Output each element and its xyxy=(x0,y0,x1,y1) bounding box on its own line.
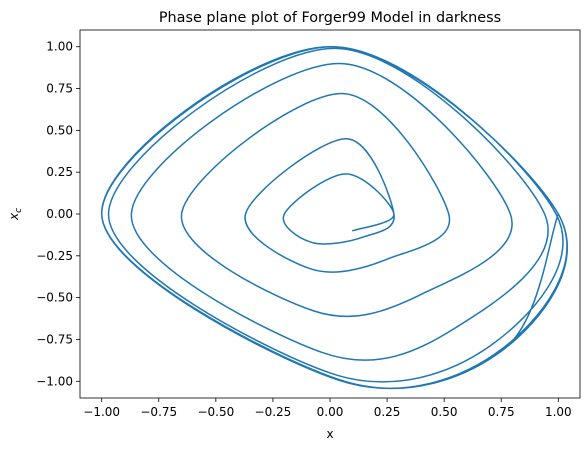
y-tick-label: 0.25 xyxy=(46,165,73,179)
y-tick-label: 0.75 xyxy=(46,82,73,96)
y-tick-label: 0.50 xyxy=(46,123,73,137)
axes-frame xyxy=(79,29,581,399)
x-tick-label: −0.25 xyxy=(255,405,292,419)
y-axis-label: xc xyxy=(7,208,24,221)
y-tick-label: −0.50 xyxy=(36,291,73,305)
x-tick-label: 0.00 xyxy=(317,405,344,419)
chart-title: Phase plane plot of Forger99 Model in da… xyxy=(159,10,501,26)
x-tick-label: 1.00 xyxy=(545,405,572,419)
x-tick-label: −0.50 xyxy=(197,405,234,419)
y-tick-label: 0.00 xyxy=(46,207,73,221)
phase-trajectory-line xyxy=(100,45,569,390)
x-axis-ticks: −1.00 −0.75 −0.50 −0.25 0.00 0.25 0.50 0.75 1.00 xyxy=(83,398,572,419)
y-tick-label: −0.25 xyxy=(36,249,73,263)
x-axis-label: x xyxy=(326,427,333,441)
x-tick-label: −1.00 xyxy=(83,405,120,419)
x-tick-label: 0.75 xyxy=(488,405,515,419)
y-tick-label: −1.00 xyxy=(36,374,73,388)
y-tick-label: −0.75 xyxy=(36,332,73,346)
plot-area xyxy=(100,45,569,390)
y-axis-ticks: 1.00 0.75 0.50 0.25 0.00 −0.25 −0.50 −0.75 −1.00 xyxy=(36,40,80,388)
x-tick-label: 0.25 xyxy=(374,405,401,419)
x-tick-label: 0.50 xyxy=(431,405,458,419)
x-tick-label: −0.75 xyxy=(140,405,177,419)
y-tick-label: 1.00 xyxy=(46,40,73,54)
